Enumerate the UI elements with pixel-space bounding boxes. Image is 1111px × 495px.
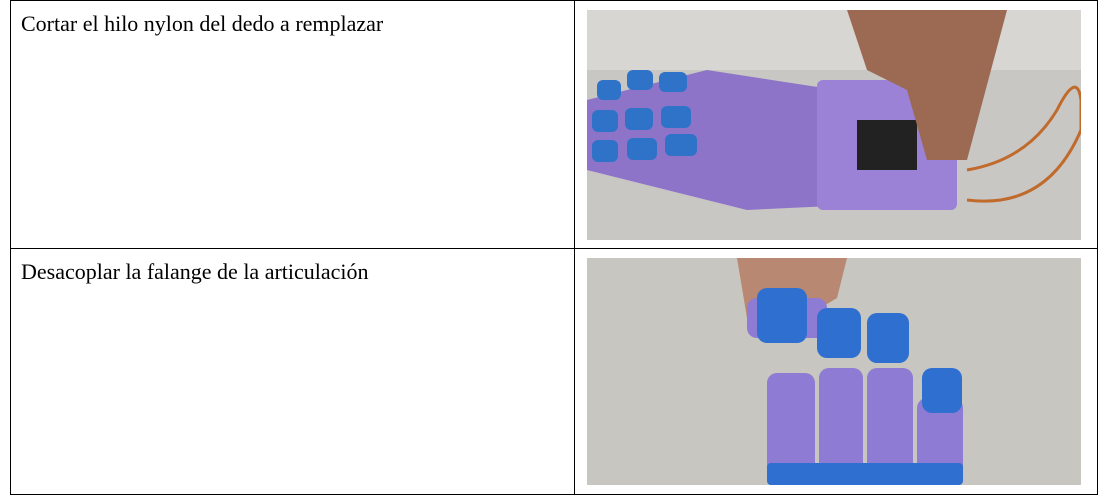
instruction-table: Cortar el hilo nylon del dedo a remplaza… (10, 0, 1098, 495)
table-row: Desacoplar la falange de la articulación (10, 248, 1098, 495)
step-text: Desacoplar la falange de la articulación (10, 248, 575, 495)
photo-cell (574, 0, 1098, 249)
photo-cell (574, 248, 1098, 495)
photo (587, 258, 1081, 485)
step-text: Cortar el hilo nylon del dedo a remplaza… (10, 0, 575, 249)
photo (587, 10, 1081, 240)
table-row: Cortar el hilo nylon del dedo a remplaza… (10, 0, 1098, 249)
